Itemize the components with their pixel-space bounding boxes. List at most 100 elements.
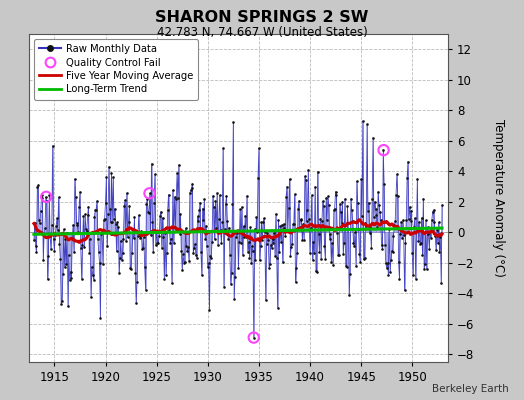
Point <box>154 240 162 246</box>
Point <box>114 224 123 230</box>
Point <box>313 269 321 276</box>
Point <box>355 251 364 258</box>
Point <box>370 214 378 221</box>
Point <box>392 171 401 178</box>
Point <box>187 187 195 194</box>
Point <box>145 190 154 196</box>
Point <box>406 217 414 224</box>
Point <box>201 236 210 242</box>
Point <box>233 230 241 236</box>
Point <box>331 188 340 195</box>
Point <box>350 243 358 249</box>
Point <box>231 274 239 280</box>
Point <box>203 243 211 249</box>
Point <box>308 192 316 199</box>
Point <box>232 234 240 240</box>
Point <box>160 276 169 282</box>
Point <box>319 198 327 204</box>
Point <box>179 251 187 258</box>
Point <box>117 257 126 263</box>
Point <box>215 216 223 222</box>
Point <box>293 250 301 256</box>
Point <box>94 248 103 255</box>
Point <box>190 245 198 252</box>
Point <box>297 217 305 224</box>
Point <box>294 198 303 204</box>
Point <box>326 231 335 237</box>
Point <box>125 203 134 209</box>
Point <box>146 190 154 196</box>
Point <box>241 213 249 219</box>
Point <box>376 208 384 215</box>
Point <box>101 200 110 206</box>
Point <box>419 196 428 202</box>
Point <box>80 244 89 250</box>
Point <box>379 147 388 153</box>
Point <box>315 248 323 255</box>
Point <box>247 260 255 266</box>
Point <box>185 258 193 264</box>
Point <box>71 176 79 182</box>
Point <box>433 240 442 246</box>
Point <box>88 264 96 270</box>
Point <box>36 220 44 226</box>
Point <box>352 262 360 269</box>
Text: SHARON SPRINGS 2 SW: SHARON SPRINGS 2 SW <box>155 10 369 25</box>
Point <box>365 199 373 206</box>
Point <box>362 222 370 229</box>
Point <box>229 119 237 126</box>
Point <box>282 194 290 200</box>
Point <box>51 232 59 238</box>
Point <box>357 176 365 183</box>
Point <box>396 231 405 238</box>
Point <box>341 196 349 202</box>
Point <box>410 223 418 230</box>
Point <box>272 254 281 261</box>
Point <box>64 252 73 258</box>
Legend: Raw Monthly Data, Quality Control Fail, Five Year Moving Average, Long-Term Tren: Raw Monthly Data, Quality Control Fail, … <box>34 39 198 100</box>
Point <box>392 192 400 198</box>
Point <box>192 254 201 261</box>
Point <box>83 212 92 219</box>
Point <box>165 227 173 233</box>
Point <box>306 250 314 256</box>
Point <box>162 250 171 256</box>
Point <box>62 260 71 267</box>
Point <box>424 230 433 237</box>
Point <box>172 195 180 202</box>
Point <box>122 238 130 244</box>
Point <box>307 224 315 231</box>
Point <box>418 215 426 221</box>
Point <box>324 202 333 208</box>
Point <box>245 239 253 245</box>
Point <box>425 246 433 252</box>
Point <box>89 271 97 278</box>
Point <box>420 266 428 272</box>
Point <box>162 271 170 278</box>
Point <box>128 250 136 256</box>
Point <box>249 334 258 341</box>
Point <box>423 224 432 230</box>
Point <box>348 218 357 224</box>
Point <box>47 246 55 252</box>
Point <box>277 238 285 245</box>
Point <box>283 227 292 234</box>
Point <box>227 270 236 276</box>
Point <box>415 218 423 225</box>
Point <box>283 184 291 190</box>
Point <box>176 231 184 237</box>
Point <box>152 228 161 234</box>
Point <box>134 233 142 239</box>
Point <box>133 279 141 285</box>
Point <box>100 216 108 223</box>
Point <box>331 205 339 212</box>
Point <box>409 272 417 279</box>
Point <box>53 227 62 234</box>
Point <box>82 226 90 232</box>
Point <box>130 214 139 220</box>
Point <box>401 240 410 246</box>
Point <box>42 194 50 200</box>
Point <box>127 266 135 272</box>
Point <box>286 252 294 259</box>
Point <box>181 225 190 232</box>
